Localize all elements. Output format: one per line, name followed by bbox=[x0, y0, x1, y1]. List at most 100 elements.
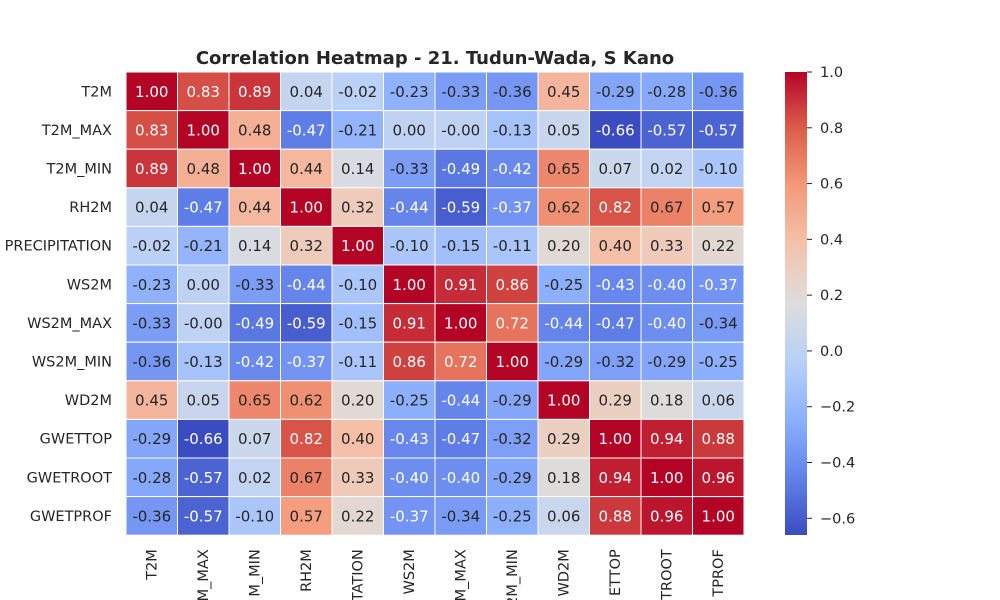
heatmap-cell-0-9 bbox=[589, 71, 642, 112]
heatmap-cell-8-2 bbox=[228, 380, 281, 420]
heatmap-cell-10-3 bbox=[280, 457, 333, 498]
x-tick-label: ETTOP bbox=[608, 549, 624, 596]
heatmap-cell-7-6 bbox=[434, 341, 487, 382]
heatmap-cell-label-5-4: -0.10 bbox=[338, 276, 377, 294]
heatmap-cell-label-11-3: 0.57 bbox=[290, 507, 323, 525]
heatmap-cell-6-3 bbox=[280, 303, 333, 343]
heatmap-cell-9-6 bbox=[434, 418, 487, 459]
heatmap-cell-label-1-10: -0.57 bbox=[647, 121, 686, 139]
heatmap-cell-label-5-8: -0.25 bbox=[544, 276, 583, 294]
heatmap-cell-label-2-3: 0.44 bbox=[290, 160, 323, 178]
heatmap-cell-label-5-10: -0.40 bbox=[647, 276, 686, 294]
x-tick-label: RH2M bbox=[299, 549, 315, 592]
heatmap-cell-3-3 bbox=[280, 187, 333, 227]
heatmap-cell-11-9 bbox=[589, 496, 642, 536]
heatmap-cell-4-4 bbox=[331, 225, 384, 266]
heatmap-cell-10-6 bbox=[434, 457, 487, 498]
heatmap-cell-7-3 bbox=[280, 341, 333, 382]
heatmap-cell-5-9 bbox=[589, 264, 642, 305]
heatmap-cell-label-6-10: -0.40 bbox=[647, 314, 686, 332]
heatmap-cell-4-1 bbox=[177, 225, 230, 266]
heatmap-cell-4-0 bbox=[125, 225, 178, 266]
heatmap-cell-3-2 bbox=[228, 187, 281, 227]
heatmap-cell-label-9-0: -0.29 bbox=[132, 430, 171, 448]
heatmap-cell-label-3-3: 1.00 bbox=[290, 199, 323, 217]
heatmap-cell-label-8-0: 0.45 bbox=[135, 392, 168, 410]
heatmap-cell-label-5-3: -0.44 bbox=[287, 276, 326, 294]
heatmap-cell-label-3-0: 0.04 bbox=[135, 199, 168, 217]
heatmap-cell-label-7-10: -0.29 bbox=[647, 353, 686, 371]
heatmap-cell-label-1-9: -0.66 bbox=[596, 121, 635, 139]
heatmap-cell-9-1 bbox=[177, 418, 230, 459]
heatmap-cell-8-5 bbox=[383, 380, 436, 420]
heatmap-cell-label-8-6: -0.44 bbox=[441, 392, 480, 410]
heatmap-cell-1-3 bbox=[280, 110, 333, 150]
heatmap-cell-label-0-9: -0.29 bbox=[596, 83, 635, 101]
y-tick-label: WS2M_MIN bbox=[32, 355, 112, 371]
heatmap-cell-0-5 bbox=[383, 71, 436, 112]
heatmap-cell-5-11 bbox=[692, 264, 745, 305]
heatmap-cell-label-4-2: 0.14 bbox=[238, 237, 271, 255]
heatmap-cell-label-2-1: 0.48 bbox=[187, 160, 220, 178]
heatmap-cell-label-7-1: -0.13 bbox=[184, 353, 223, 371]
colorbar-gradient bbox=[785, 72, 807, 535]
heatmap-cell-6-5 bbox=[383, 303, 436, 343]
heatmap-cell-label-9-6: -0.47 bbox=[441, 430, 480, 448]
heatmap-cell-9-11 bbox=[692, 418, 745, 459]
heatmap-cell-2-4 bbox=[331, 148, 384, 189]
heatmap-cell-label-8-8: 1.00 bbox=[547, 392, 580, 410]
heatmap-cell-label-11-0: -0.36 bbox=[132, 507, 171, 525]
heatmap-cell-5-3 bbox=[280, 264, 333, 305]
heatmap-cell-label-8-3: 0.62 bbox=[290, 392, 323, 410]
heatmap-cell-4-5 bbox=[383, 225, 436, 266]
heatmap-cell-1-4 bbox=[331, 110, 384, 150]
heatmap-cell-label-8-2: 0.65 bbox=[238, 392, 271, 410]
heatmap-cell-label-10-9: 0.94 bbox=[599, 469, 632, 487]
heatmap-cell-label-3-5: -0.44 bbox=[390, 199, 429, 217]
colorbar-ticks: 1.0 0.8 0.6 0.4 0.2 0.0 −0.2 −0.4 −0.6 bbox=[807, 65, 855, 527]
heatmap-cell-label-9-2: 0.07 bbox=[238, 430, 271, 448]
heatmap-cell-label-6-9: -0.47 bbox=[596, 314, 635, 332]
heatmap-cell-label-10-5: -0.40 bbox=[390, 469, 429, 487]
heatmap-cell-label-10-3: 0.67 bbox=[290, 469, 323, 487]
heatmap-cell-label-5-7: 0.86 bbox=[496, 276, 529, 294]
heatmap-cell-2-11 bbox=[692, 148, 745, 189]
heatmap-cell-label-4-9: 0.40 bbox=[599, 237, 632, 255]
heatmap-cell-10-10 bbox=[640, 457, 693, 498]
heatmap-cell-4-10 bbox=[640, 225, 693, 266]
heatmap-cell-label-9-3: 0.82 bbox=[290, 430, 323, 448]
heatmap-cell-label-8-10: 0.18 bbox=[650, 392, 683, 410]
heatmap-cell-1-7 bbox=[486, 110, 539, 150]
heatmap-cell-10-8 bbox=[537, 457, 590, 498]
heatmap-cell-6-10 bbox=[640, 303, 693, 343]
heatmap-cell-6-6 bbox=[434, 303, 487, 343]
heatmap-cell-label-4-11: 0.22 bbox=[702, 237, 735, 255]
heatmap-cell-label-7-3: -0.37 bbox=[287, 353, 326, 371]
heatmap-cell-label-8-9: 0.29 bbox=[599, 392, 632, 410]
y-tick-label: GWETROOT bbox=[27, 470, 112, 486]
heatmap-cell-label-6-0: -0.33 bbox=[132, 314, 171, 332]
heatmap-cell-label-4-3: 0.32 bbox=[290, 237, 323, 255]
chart-title: Correlation Heatmap - 21. Tudun-Wada, S … bbox=[196, 48, 674, 69]
heatmap-cell-label-7-0: -0.36 bbox=[132, 353, 171, 371]
heatmap-cell-label-5-11: -0.37 bbox=[699, 276, 738, 294]
heatmap-cell-9-3 bbox=[280, 418, 333, 459]
heatmap-cell-label-9-7: -0.32 bbox=[493, 430, 532, 448]
heatmap-cell-11-11 bbox=[692, 496, 745, 536]
heatmap-cell-4-6 bbox=[434, 225, 487, 266]
heatmap-cell-9-10 bbox=[640, 418, 693, 459]
heatmap-cell-label-5-0: -0.23 bbox=[132, 276, 171, 294]
heatmap-cell-label-6-2: -0.49 bbox=[235, 314, 274, 332]
colorbar-tick-label: 0.8 bbox=[820, 121, 843, 137]
heatmap-cell-label-5-9: -0.43 bbox=[596, 276, 635, 294]
y-tick-label: PRECIPITATION bbox=[5, 239, 112, 255]
heatmap-cell-1-9 bbox=[589, 110, 642, 150]
heatmap-cell-3-5 bbox=[383, 187, 436, 227]
heatmap-cell-label-0-6: -0.33 bbox=[441, 83, 480, 101]
heatmap-cell-label-0-10: -0.28 bbox=[647, 83, 686, 101]
heatmap-cell-11-10 bbox=[640, 496, 693, 536]
heatmap-cell-label-3-1: -0.47 bbox=[184, 199, 223, 217]
heatmap-cell-1-6 bbox=[434, 110, 487, 150]
heatmap-cell-label-11-1: -0.57 bbox=[184, 507, 223, 525]
